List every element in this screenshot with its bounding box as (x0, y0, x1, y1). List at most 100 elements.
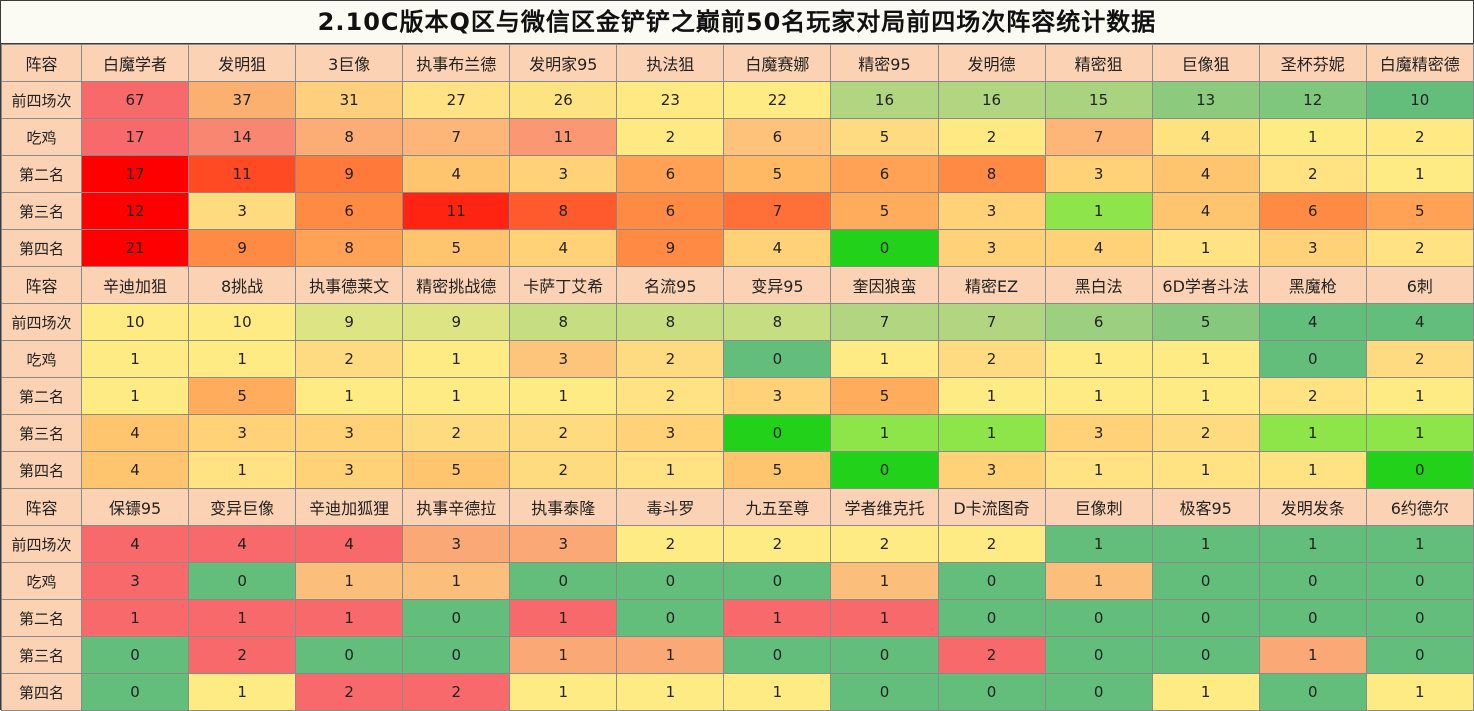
value-cell: 1 (402, 340, 511, 378)
lineup-name-cell: 名流95 (616, 266, 725, 304)
value-cell: 4 (1365, 303, 1474, 341)
value-cell: 1 (1151, 525, 1260, 563)
value-cell: 1 (1258, 636, 1367, 674)
value-cell: 3 (509, 155, 618, 193)
value-cell: 0 (937, 562, 1046, 600)
value-cell: 2 (937, 340, 1046, 378)
value-cell: 1 (830, 340, 939, 378)
lineup-name-cell: 保镖95 (80, 488, 190, 526)
value-cell: 1 (80, 340, 190, 378)
value-cell: 0 (937, 673, 1046, 711)
value-cell: 1 (1151, 673, 1260, 711)
value-cell: 2 (1365, 340, 1474, 378)
value-cell: 4 (295, 525, 404, 563)
row-label-cell: 第四名 (1, 451, 82, 489)
value-cell: 0 (1151, 636, 1260, 674)
value-cell: 2 (188, 636, 297, 674)
table-row: 吃鸡 17 14 8 7 11 2 6 5 2 7 4 1 2 (1, 118, 1474, 156)
value-cell: 8 (295, 229, 404, 267)
row-label-cell: 第三名 (1, 414, 82, 452)
value-cell: 4 (1151, 192, 1260, 230)
table-row: 第四名 4 1 3 5 2 1 5 0 3 1 1 1 0 (1, 451, 1474, 489)
value-cell: 0 (1258, 562, 1367, 600)
lineup-name-cell: 精密EZ (937, 266, 1046, 304)
lineup-name-cell: 精密挑战德 (402, 266, 511, 304)
value-cell: 1 (402, 562, 511, 600)
value-cell: 7 (1044, 118, 1153, 156)
value-cell: 1 (1365, 155, 1474, 193)
value-cell: 5 (723, 451, 832, 489)
lineup-name-cell: 辛迪加狐狸 (295, 488, 404, 526)
value-cell: 0 (1258, 599, 1367, 637)
lineup-name-cell: 圣杯芬妮 (1258, 44, 1367, 82)
value-cell: 2 (402, 673, 511, 711)
value-cell: 0 (1365, 599, 1474, 637)
value-cell: 0 (188, 562, 297, 600)
lineup-header-row: 阵容 白魔学者 发明狙 3巨像 执事布兰德 发明家95 执法狙 白魔赛娜 精密95 发明德 精密狙巨… (1, 44, 1474, 82)
value-cell: 3 (937, 192, 1046, 230)
value-cell: 1 (295, 377, 404, 415)
value-cell: 4 (1151, 118, 1260, 156)
value-cell: 3 (1258, 229, 1367, 267)
lineup-name-cell: 执事布兰德 (402, 44, 511, 82)
value-cell: 9 (616, 229, 725, 267)
value-cell: 2 (295, 340, 404, 378)
lineup-name-cell: 执法狙 (616, 44, 725, 82)
value-cell: 3 (509, 340, 618, 378)
value-cell: 11 (188, 155, 297, 193)
value-cell: 22 (723, 81, 832, 119)
row-label-cell: 第三名 (1, 636, 82, 674)
value-cell: 2 (830, 525, 939, 563)
row-label-cell: 第二名 (1, 599, 82, 637)
value-cell: 6 (295, 192, 404, 230)
lineup-name-cell: 白魔精密德 (1365, 44, 1474, 82)
stats-table: 阵容 白魔学者 发明狙 3巨像 执事布兰德 发明家95 执法狙 白魔赛娜 精密95 发明德 精密狙巨… (1, 44, 1474, 711)
value-cell: 6 (616, 192, 725, 230)
value-cell: 37 (188, 81, 297, 119)
value-cell: 1 (1365, 673, 1474, 711)
value-cell: 0 (1044, 599, 1153, 637)
value-cell: 27 (402, 81, 511, 119)
value-cell: 31 (295, 81, 404, 119)
value-cell: 4 (1151, 155, 1260, 193)
value-cell: 0 (295, 636, 404, 674)
value-cell: 8 (295, 118, 404, 156)
value-cell: 9 (402, 303, 511, 341)
value-cell: 1 (616, 673, 725, 711)
lineup-name-cell: 执事德莱文 (295, 266, 404, 304)
value-cell: 8 (723, 303, 832, 341)
table-row: 第二名 1 1 1 0 1 0 1 1 0 0 0 0 0 (1, 599, 1474, 637)
value-cell: 4 (1258, 303, 1367, 341)
value-cell: 3 (1044, 155, 1153, 193)
lineup-name-cell: D卡流图奇 (937, 488, 1046, 526)
value-cell: 7 (830, 303, 939, 341)
value-cell: 2 (1258, 155, 1367, 193)
lineup-name-cell: 巨像狙 (1151, 44, 1260, 82)
value-cell: 1 (188, 340, 297, 378)
lineup-name-cell: 执事辛德拉 (402, 488, 511, 526)
lineup-header-row: 阵容 辛迪加狙 8挑战 执事德莱文 精密挑战德 卡萨丁艾希 名流95 变异95 奎因狼蛮 精密EZ… (1, 266, 1474, 304)
value-cell: 1 (509, 377, 618, 415)
value-cell: 1 (723, 673, 832, 711)
value-cell: 1 (509, 636, 618, 674)
value-cell: 16 (937, 81, 1046, 119)
value-cell: 5 (1365, 192, 1474, 230)
value-cell: 2 (1365, 229, 1474, 267)
value-cell: 1 (295, 599, 404, 637)
lineup-header-label: 阵容 (1, 488, 82, 526)
row-label-cell: 前四场次 (1, 81, 82, 119)
value-cell: 0 (1365, 451, 1474, 489)
value-cell: 1 (1044, 525, 1153, 563)
value-cell: 4 (509, 229, 618, 267)
lineup-name-cell: 白魔学者 (80, 44, 190, 82)
value-cell: 0 (830, 673, 939, 711)
value-cell: 0 (80, 673, 190, 711)
value-cell: 12 (80, 192, 190, 230)
value-cell: 11 (509, 118, 618, 156)
lineup-name-cell: 精密狙 (1044, 44, 1153, 82)
lineup-name-cell: 极客95 (1151, 488, 1260, 526)
lineup-name-cell: 发明狙 (188, 44, 297, 82)
row-label-cell: 第二名 (1, 155, 82, 193)
row-label-cell: 第四名 (1, 673, 82, 711)
value-cell: 1 (1151, 451, 1260, 489)
